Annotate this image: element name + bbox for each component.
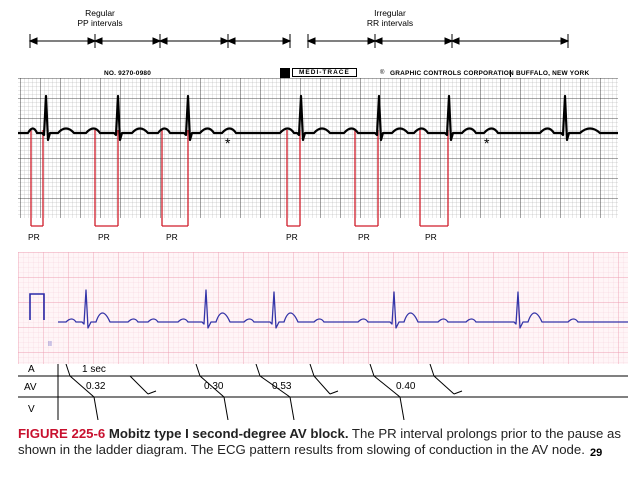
registered-icon: ®	[380, 70, 385, 76]
ladder-row-v: V	[28, 404, 35, 415]
blocked-p-star-1: *	[225, 135, 231, 151]
interval-arrows	[28, 34, 570, 48]
pr-bracket-6	[419, 130, 449, 227]
pr-label-3: PR	[166, 232, 178, 242]
strip-brand: MEDI-TRACE	[292, 68, 357, 77]
irregular-rr-label: Irregular RR intervals	[350, 8, 430, 28]
ladder-value-4: 0.40	[396, 381, 416, 392]
pr-label-1: PR	[28, 232, 40, 242]
bottom-ecg-grid	[18, 252, 628, 364]
ladder-value-3: 0.53	[272, 381, 292, 392]
caption-title: Mobitz type I second-degree AV block.	[108, 426, 349, 441]
pr-bracket-2	[94, 130, 119, 227]
calibration-pulse	[29, 293, 45, 320]
pr-label-4: PR	[286, 232, 298, 242]
lead-marker-icon: II	[48, 341, 52, 348]
ladder-row-a: A	[28, 364, 35, 375]
pr-bracket-4	[286, 130, 301, 227]
top-ecg-strip: * *	[18, 78, 618, 227]
ladder-lines	[18, 364, 628, 420]
pr-label-2: PR	[98, 232, 110, 242]
page-number: 29	[588, 447, 605, 459]
strip-number: NO. 9270-0980	[104, 70, 152, 77]
caption-figure-number: FIGURE 225-6	[18, 426, 106, 441]
strip-company: GRAPHIC CONTROLS CORPORATION	[390, 70, 514, 77]
arrow-heads	[28, 37, 570, 45]
pr-brackets	[30, 130, 449, 227]
ladder-diagram: A AV V 1 sec 0.32 0.30 0.53 0.40	[18, 364, 628, 420]
regular-label-line1: Regular	[85, 8, 115, 18]
regular-label-line2: PP intervals	[77, 18, 123, 28]
top-ecg-trace	[18, 94, 618, 142]
ladder-value-2: 0.30	[204, 381, 224, 392]
irregular-label-line2: RR intervals	[366, 18, 414, 28]
irregular-label-line1: Irregular	[374, 8, 406, 18]
pr-bracket-5	[354, 130, 379, 227]
figure-caption: FIGURE 225-6 Mobitz type I second-degree…	[18, 426, 630, 458]
bottom-ecg-trace	[58, 289, 628, 329]
medi-trace-logo-icon	[280, 68, 290, 78]
pr-label-5: PR	[358, 232, 370, 242]
caption-text: The PR interval prolongs prior to the pa…	[18, 426, 621, 457]
strip-city: BUFFALO, NEW YORK	[510, 70, 589, 77]
bottom-ecg-strip: II	[18, 252, 628, 364]
top-ecg-grid	[18, 78, 618, 218]
pr-label-6: PR	[425, 232, 437, 242]
ladder-one-sec: 1 sec	[82, 364, 106, 375]
regular-pp-label: Regular PP intervals	[60, 8, 140, 28]
pr-bracket-3	[161, 130, 189, 227]
ladder-value-1: 0.32	[86, 381, 106, 392]
blocked-p-star-2: *	[484, 135, 490, 151]
pr-bracket-1	[30, 130, 44, 227]
ladder-row-av: AV	[24, 382, 37, 393]
